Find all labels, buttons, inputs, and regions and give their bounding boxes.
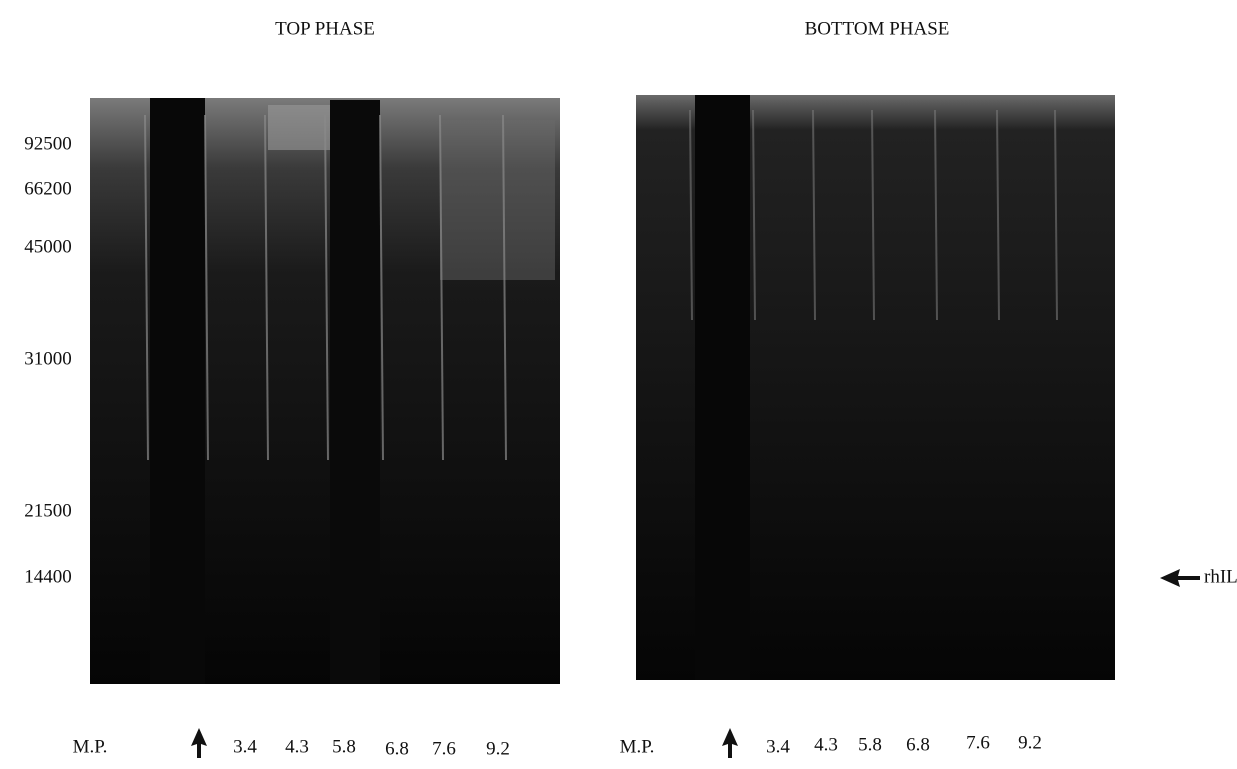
marker-label: 45000 [24, 236, 72, 257]
lane-streak [439, 114, 444, 461]
lane-streak [502, 114, 507, 461]
lane-streak [996, 109, 1000, 321]
lane-labels: M.P. 3.4 4.3 5.8 6.8 7.6 9.2 M.P. 3.4 4.3 5.8 6.8 7.… [73, 732, 1042, 759]
lane-label: 6.8 [906, 734, 930, 755]
lane-label: 5.8 [858, 734, 882, 755]
smear [440, 120, 555, 280]
lane-streak [144, 114, 149, 461]
lane-dark [330, 100, 380, 684]
marker-label: 14400 [24, 566, 72, 587]
lane-label: 9.2 [486, 738, 510, 759]
marker-label: 92500 [24, 133, 72, 154]
lane-streak [871, 109, 875, 321]
lane-label: 5.8 [332, 736, 356, 757]
load-arrows [191, 728, 738, 758]
lane-label: 3.4 [766, 736, 790, 757]
lane-dark [150, 98, 205, 684]
lane-streak [379, 114, 384, 461]
lane-streak [204, 114, 209, 461]
annotation-arrow [1160, 569, 1200, 587]
lane-label: 4.3 [285, 736, 309, 757]
lane-label: 6.8 [385, 738, 409, 759]
lane-label: 7.6 [432, 738, 456, 759]
marker-label: 31000 [24, 348, 72, 369]
lane-streak [324, 114, 329, 461]
lane-label: 9.2 [1018, 732, 1042, 753]
smear [268, 105, 330, 150]
lane-streak [752, 109, 756, 321]
lane-label: M.P. [73, 736, 108, 757]
annotation: rhIL-2 [1204, 566, 1237, 587]
lane-streak [934, 109, 938, 321]
gels [90, 95, 1115, 684]
lane-streak [689, 109, 693, 321]
lane-label: M.P. [620, 736, 655, 757]
lane-dark [695, 95, 750, 680]
lane-label: 4.3 [814, 734, 838, 755]
marker-labels: 92500 66200 45000 31000 21500 14400 [24, 133, 72, 587]
arrow-icon [191, 728, 207, 758]
panel-title: TOP PHASE [275, 18, 375, 39]
marker-label: 21500 [24, 500, 72, 521]
marker-label: 66200 [24, 178, 72, 199]
arrow-icon [722, 728, 738, 758]
lane-label: 3.4 [233, 736, 257, 757]
panel-title: BOTTOM PHASE [805, 18, 950, 39]
lane-streak [1054, 109, 1058, 321]
lane-label: 7.6 [966, 732, 990, 753]
lane-streaks [144, 109, 1058, 461]
lane-streak [264, 114, 269, 461]
lane-streak [812, 109, 816, 321]
